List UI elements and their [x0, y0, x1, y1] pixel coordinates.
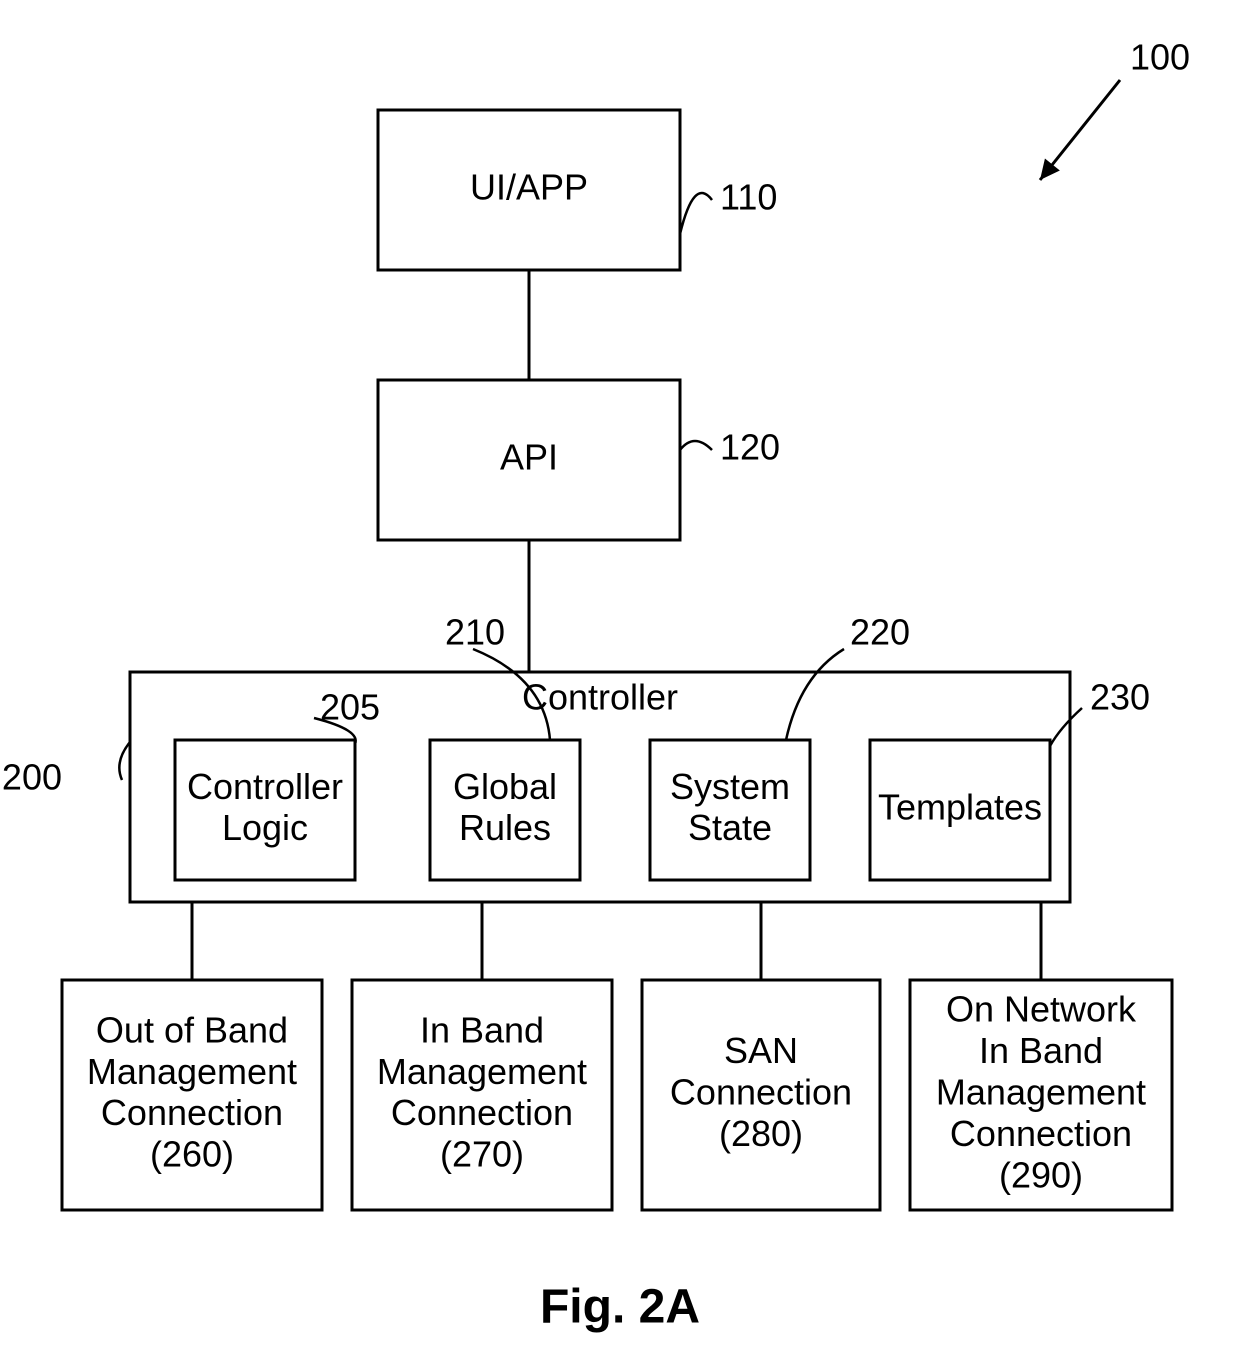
san-label: Connection	[670, 1072, 852, 1113]
ref-230: 230	[1090, 677, 1150, 718]
ref-100: 100	[1130, 37, 1190, 78]
on-network-label: Connection	[950, 1113, 1132, 1154]
figure-caption: Fig. 2A	[540, 1281, 700, 1334]
out-of-band-label: Connection	[101, 1092, 283, 1133]
ref-210: 210	[445, 612, 505, 653]
ref-120: 120	[720, 427, 780, 468]
system-architecture-diagram: ControllerUI/APPAPIControllerLogicGlobal…	[0, 0, 1240, 1360]
uiapp-label: UI/APP	[470, 167, 588, 208]
system-state-label: System	[670, 766, 790, 807]
global-rules-label: Rules	[459, 807, 551, 848]
controller-title: Controller	[522, 677, 678, 718]
san-label: SAN	[724, 1030, 798, 1071]
san-label: (280)	[719, 1113, 803, 1154]
system-state-label: State	[688, 807, 772, 848]
out-of-band-label: (260)	[150, 1134, 234, 1175]
on-network-label: On Network	[946, 989, 1137, 1030]
api-label: API	[500, 437, 558, 478]
out-of-band-label: Out of Band	[96, 1009, 288, 1050]
in-band-label: In Band	[420, 1009, 544, 1050]
global-rules-label: Global	[453, 766, 557, 807]
in-band-label: Management	[377, 1051, 587, 1092]
controller-logic-label: Logic	[222, 807, 308, 848]
on-network-label: Management	[936, 1072, 1146, 1113]
ref-200: 200	[2, 757, 62, 798]
templates-label: Templates	[878, 787, 1042, 828]
out-of-band-label: Management	[87, 1051, 297, 1092]
in-band-label: (270)	[440, 1134, 524, 1175]
ref-110: 110	[720, 177, 777, 218]
on-network-label: In Band	[979, 1030, 1103, 1071]
ref-220: 220	[850, 612, 910, 653]
controller-logic-label: Controller	[187, 766, 343, 807]
on-network-label: (290)	[999, 1154, 1083, 1195]
in-band-label: Connection	[391, 1092, 573, 1133]
